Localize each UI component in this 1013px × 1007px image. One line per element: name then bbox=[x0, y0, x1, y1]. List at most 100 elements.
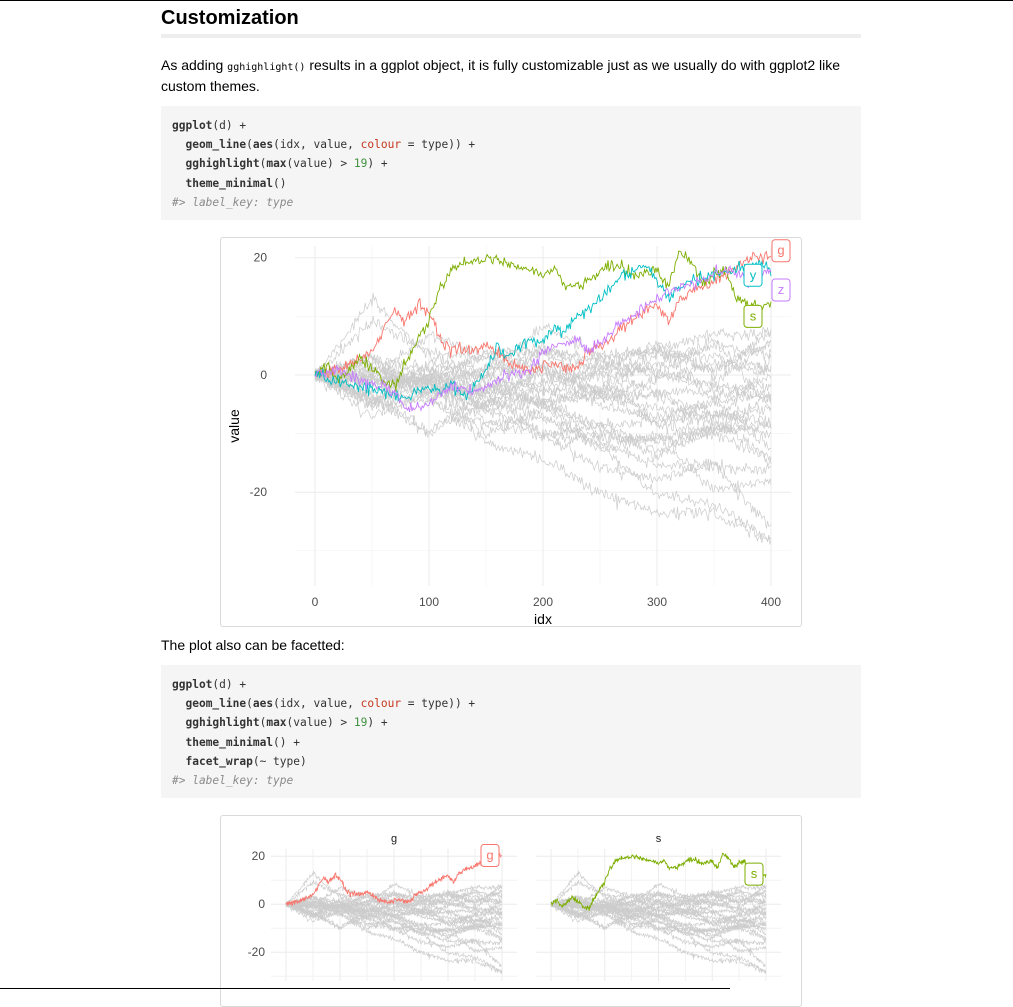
code-text: = type)) + bbox=[401, 138, 476, 152]
background-series-line bbox=[285, 901, 503, 917]
intro-text-before: As adding bbox=[161, 57, 228, 73]
code-fn: max bbox=[266, 716, 287, 730]
background-series-line bbox=[285, 901, 503, 974]
direct-label-box bbox=[743, 263, 763, 287]
code-text: (d) + bbox=[212, 678, 247, 691]
code-text: (idx, value, bbox=[273, 138, 361, 152]
facet-strip-label: s bbox=[656, 833, 662, 845]
background-series-line bbox=[285, 884, 503, 916]
series-line-g bbox=[285, 852, 503, 907]
code-keyword: colour bbox=[360, 138, 402, 152]
code-text: (d) + bbox=[212, 119, 247, 132]
background-series-line bbox=[285, 901, 503, 968]
direct-label-text: z bbox=[778, 282, 785, 297]
background-series-line bbox=[314, 340, 772, 405]
code-comment: #> label_key: type bbox=[172, 774, 294, 788]
series-line-s bbox=[550, 852, 767, 911]
series-line-s bbox=[314, 250, 772, 392]
y-tick-label: -20 bbox=[250, 485, 268, 499]
background-series-line bbox=[550, 870, 767, 906]
direct-label-box bbox=[480, 844, 500, 868]
direct-label-text: y bbox=[750, 267, 757, 282]
plot-facetted: g g s s 20 0 -20 bbox=[220, 815, 802, 1007]
code-block-2[interactable]: ggplot(d) + geom_line(aes(idx, value, co… bbox=[161, 665, 861, 798]
background-series-line bbox=[285, 870, 503, 906]
plot-highlight: 0 100 200 300 400 20 0 -20 idx value g y z s bbox=[220, 237, 802, 627]
code-text: () + bbox=[273, 735, 300, 749]
background-series-line bbox=[550, 901, 767, 917]
code-text: = type)) + bbox=[401, 697, 476, 711]
background-series-line bbox=[285, 889, 503, 917]
code-text: ( bbox=[246, 138, 253, 152]
direct-label-box bbox=[771, 278, 791, 302]
code-number: 19 bbox=[353, 716, 368, 730]
code-fn: gghighlight bbox=[185, 157, 260, 171]
bottom-border bbox=[0, 988, 730, 989]
code-fn: theme_minimal bbox=[185, 176, 274, 190]
code-fn: geom_line bbox=[185, 138, 247, 152]
y-tick-label: 0 bbox=[260, 368, 267, 382]
code-text: (~ type) bbox=[252, 754, 307, 768]
code-text: ( bbox=[259, 716, 267, 730]
code-number: 19 bbox=[353, 157, 368, 171]
background-series-line bbox=[314, 293, 772, 378]
background-series-line bbox=[314, 368, 772, 404]
background-series-line bbox=[314, 331, 772, 382]
y-tick-label: 20 bbox=[252, 849, 266, 863]
direct-label-s: s bbox=[743, 304, 763, 328]
background-series-line bbox=[314, 368, 772, 544]
direct-label-box bbox=[744, 862, 764, 886]
direct-label-g: g bbox=[480, 844, 500, 868]
code-comment: #> label_key: type bbox=[172, 195, 294, 209]
inline-code-gghighlight: gghighlight() bbox=[227, 62, 306, 73]
section-heading: Customization bbox=[161, 7, 299, 29]
code-fn: geom_line bbox=[185, 697, 247, 711]
background-series-line bbox=[314, 361, 772, 429]
series-line-y bbox=[314, 259, 772, 402]
code-keyword: colour bbox=[360, 697, 402, 711]
direct-label-text: s bbox=[750, 308, 757, 323]
intro-paragraph: As adding gghighlight() results in a ggp… bbox=[161, 56, 861, 95]
x-tick-label: 100 bbox=[419, 595, 439, 609]
code-text: ( bbox=[259, 157, 267, 171]
code-text: (value) > bbox=[286, 157, 354, 171]
background-series-line bbox=[550, 884, 767, 916]
code-fn: gghighlight bbox=[185, 716, 260, 730]
code-text: (idx, value, bbox=[273, 697, 361, 711]
x-tick-label: 400 bbox=[761, 595, 781, 609]
code-text: ) + bbox=[367, 716, 388, 730]
x-axis-label: idx bbox=[534, 611, 552, 626]
facet-paragraph: The plot also can be facetted: bbox=[161, 637, 345, 653]
y-tick-label: 0 bbox=[258, 897, 265, 911]
code-fn: aes bbox=[252, 697, 274, 711]
background-series-line bbox=[314, 327, 772, 403]
code-text: ( bbox=[246, 697, 253, 711]
background-series-line bbox=[285, 894, 503, 936]
y-axis-label: value bbox=[226, 409, 242, 443]
y-tick-label: 20 bbox=[254, 251, 268, 265]
direct-label-s: s bbox=[744, 862, 764, 886]
background-series-line bbox=[314, 352, 772, 451]
x-tick-label: 300 bbox=[647, 595, 667, 609]
x-tick-label: 200 bbox=[533, 595, 553, 609]
direct-label-text: g bbox=[486, 848, 493, 863]
background-series-line bbox=[550, 894, 767, 936]
code-fn: ggplot bbox=[172, 678, 213, 691]
code-fn: max bbox=[266, 157, 287, 171]
code-block-1[interactable]: ggplot(d) + geom_line(aes(idx, value, co… bbox=[161, 106, 861, 220]
heading-rule bbox=[161, 34, 861, 38]
background-series-line bbox=[550, 901, 767, 968]
y-tick-label: -20 bbox=[248, 945, 266, 959]
facet-chart-svg: g g s s 20 0 -20 bbox=[248, 833, 781, 981]
background-series-line bbox=[314, 316, 772, 390]
facet-strip-label: g bbox=[391, 833, 397, 845]
code-fn: facet_wrap bbox=[185, 754, 253, 768]
code-text: ) + bbox=[367, 157, 388, 171]
direct-label-g: g bbox=[771, 239, 791, 263]
direct-label-box bbox=[743, 304, 763, 328]
code-fn: aes bbox=[252, 138, 274, 152]
background-series-line bbox=[314, 368, 772, 529]
code-fn: theme_minimal bbox=[185, 735, 274, 749]
background-series-line bbox=[550, 901, 767, 974]
